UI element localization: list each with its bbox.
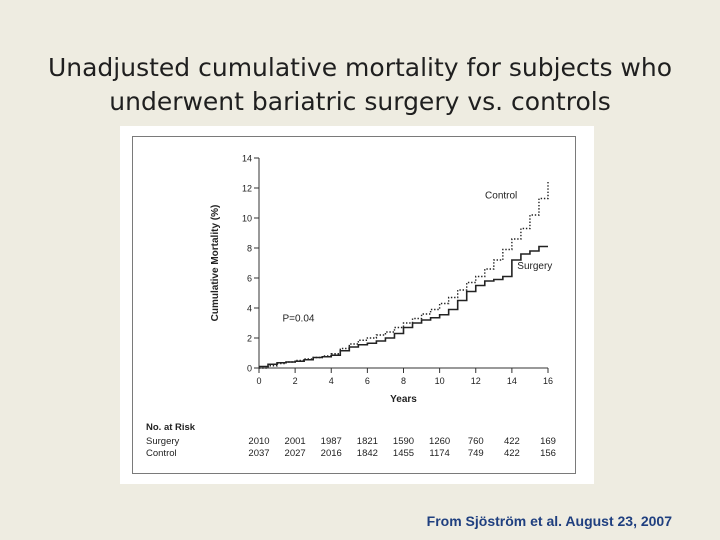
at-risk-value: 760 bbox=[468, 436, 484, 447]
at-risk-value: 2001 bbox=[285, 436, 306, 447]
series-line-surgery bbox=[259, 245, 548, 368]
at-risk-value: 169 bbox=[540, 436, 556, 447]
at-risk-value: 1842 bbox=[357, 448, 378, 459]
y-axis-label: Cumulative Mortality (%) bbox=[210, 205, 221, 322]
y-tick-label: 12 bbox=[242, 184, 252, 194]
at-risk-value: 749 bbox=[468, 448, 484, 459]
y-tick-label: 2 bbox=[247, 334, 252, 344]
at-risk-header: No. at Risk bbox=[146, 422, 196, 433]
x-axis-label: Years bbox=[390, 394, 417, 405]
at-risk-value: 156 bbox=[540, 448, 556, 459]
x-tick-label: 6 bbox=[365, 376, 370, 386]
slide-title-line-1: Unadjusted cumulative mortality for subj… bbox=[47, 52, 673, 82]
at-risk-value: 422 bbox=[504, 448, 520, 459]
x-tick-label: 4 bbox=[329, 376, 334, 386]
at-risk-value: 2010 bbox=[248, 436, 269, 447]
at-risk-value: 2037 bbox=[248, 448, 269, 459]
at-risk-value: 2027 bbox=[285, 448, 306, 459]
p-value-annotation: P=0.04 bbox=[282, 314, 314, 325]
at-risk-value: 1987 bbox=[321, 436, 342, 447]
slide-title-line-2: underwent bariatric surgery vs. controls bbox=[109, 86, 611, 116]
y-tick-label: 6 bbox=[247, 274, 252, 284]
y-tick-label: 10 bbox=[242, 214, 252, 224]
at-risk-value: 422 bbox=[504, 436, 520, 447]
x-tick-label: 8 bbox=[401, 376, 406, 386]
y-tick-label: 14 bbox=[242, 154, 252, 164]
citation: From Sjöström et al. August 23, 2007 bbox=[426, 513, 672, 529]
x-tick-label: 2 bbox=[293, 376, 298, 386]
at-risk-value: 1174 bbox=[429, 448, 449, 459]
at-risk-value: 1455 bbox=[393, 448, 414, 459]
at-risk-row-label: Control bbox=[146, 448, 177, 459]
at-risk-value: 1821 bbox=[357, 436, 378, 447]
y-tick-label: 4 bbox=[247, 304, 252, 314]
x-tick-label: 14 bbox=[507, 376, 517, 386]
slide-title: Unadjusted cumulative mortality for subj… bbox=[0, 51, 720, 119]
figure-frame bbox=[132, 136, 576, 474]
y-tick-label: 8 bbox=[247, 244, 252, 254]
mortality-chart: 0 2 4 6 8 10 12 14 0 2 4 6 8 10 12 14 16 Years Cumulative … bbox=[146, 154, 556, 460]
at-risk-value: 2016 bbox=[321, 448, 342, 459]
y-tick-label: 0 bbox=[247, 364, 252, 374]
at-risk-value: 1260 bbox=[429, 436, 450, 447]
x-tick-label: 0 bbox=[256, 376, 261, 386]
x-tick-label: 10 bbox=[435, 376, 445, 386]
series-line-control bbox=[259, 180, 549, 369]
at-risk-row-label: Surgery bbox=[146, 436, 180, 447]
series-label-surgery: Surgery bbox=[517, 261, 552, 272]
at-risk-value: 1590 bbox=[393, 436, 414, 447]
figure-panel: 0 2 4 6 8 10 12 14 0 2 4 6 8 10 12 14 16 Years Cumulative … bbox=[120, 126, 594, 484]
x-tick-label: 16 bbox=[543, 376, 553, 386]
series-label-control: Control bbox=[485, 191, 517, 202]
x-tick-label: 12 bbox=[471, 376, 481, 386]
